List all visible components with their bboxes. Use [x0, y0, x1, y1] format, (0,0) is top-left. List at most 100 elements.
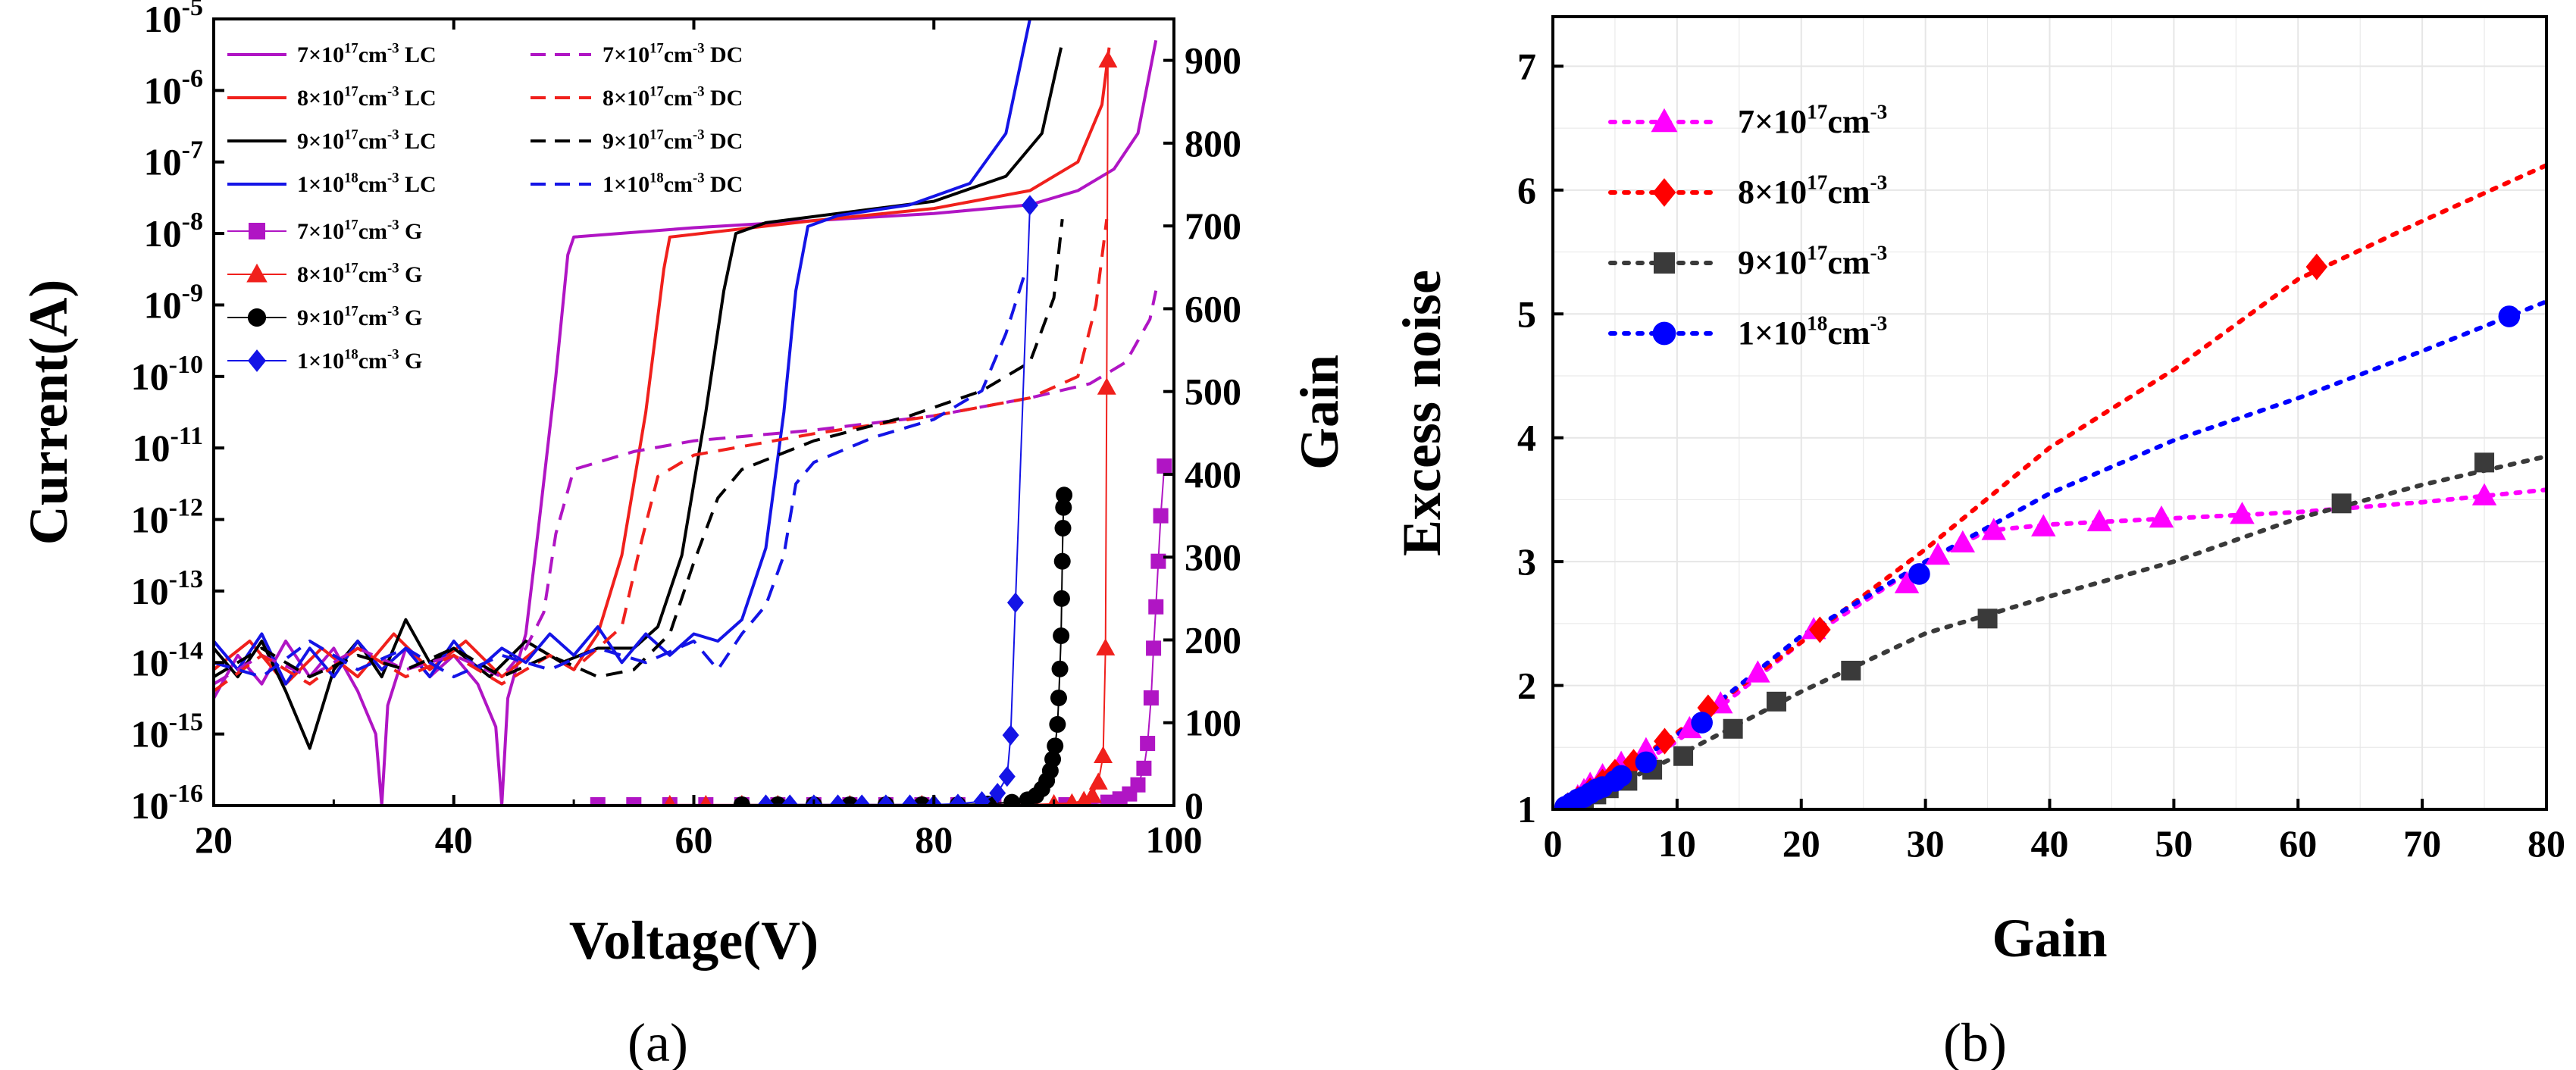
gain-point-G-9e17-8	[1003, 793, 1021, 806]
data-point-1e18-9	[1635, 751, 1657, 774]
y2-tick-label: 900	[1185, 39, 1241, 82]
data-point-7e17-12	[1925, 543, 1951, 565]
legend-label: 8×1017cm-3 G	[297, 260, 422, 287]
data-point-7e17-15	[2031, 514, 2056, 537]
gain-point-G-7e17-20	[1140, 736, 1156, 752]
gain-point-G-8e17-18	[1097, 377, 1116, 395]
legend-label: 8×1017cm-3	[1738, 171, 1887, 211]
y2-tick-label: 300	[1185, 536, 1241, 578]
gain-point-G-7e17-23	[1148, 599, 1164, 615]
gain-point-G-1e18-14	[1021, 195, 1038, 216]
y-tick-label: 10-11	[133, 422, 203, 469]
data-point-8e17-9	[2305, 253, 2328, 280]
x-tick-label: 60	[675, 818, 713, 861]
gain-point-G-9e17-3	[841, 796, 859, 806]
gain-point-G-1e18-11	[998, 766, 1016, 787]
legend-marker	[249, 223, 265, 239]
legend-label: 9×1017cm-3	[1738, 242, 1887, 281]
y-tick-label: 6	[1517, 169, 1536, 211]
legend-label: 1×1018cm-3	[1738, 312, 1887, 352]
series-line-LC-8e17	[214, 47, 1111, 686]
y-tick-label: 3	[1517, 540, 1536, 583]
legend-label: 7×1017cm-3 DC	[603, 40, 743, 67]
data-point-8e17-8	[1809, 616, 1831, 643]
gain-point-G-8e17-1	[700, 794, 712, 806]
y-axis-title: Current(A)	[18, 280, 79, 546]
data-point-1e18-10	[1691, 712, 1713, 734]
legend-label: 7×1017cm-3	[1738, 101, 1887, 140]
series-line-DC-1e18	[214, 276, 1025, 679]
x-tick-label: 30	[1907, 822, 1945, 865]
fit-line-1e18	[1563, 299, 2546, 809]
data-point-7e17-18	[2230, 502, 2255, 524]
fit-line-9e17	[1563, 454, 2546, 809]
data-point-9e17-8	[1766, 691, 1786, 712]
x-tick-label: 20	[195, 818, 233, 861]
fit-line-8e17	[1563, 163, 2546, 809]
data-point-1e18-12	[2498, 305, 2521, 327]
y2-tick-label: 600	[1185, 287, 1241, 330]
x-tick-label: 60	[2279, 822, 2317, 865]
fit-line-7e17	[1563, 487, 2546, 809]
gain-point-G-1e18-6	[901, 794, 919, 806]
legend-marker	[247, 308, 267, 327]
x-tick-label: 0	[1544, 822, 1563, 865]
y-tick-label: 10-10	[131, 351, 203, 398]
y-tick-label: 10-6	[144, 64, 203, 111]
gain-point-G-1e18-0	[757, 794, 775, 806]
gain-point-G-1e18-1	[781, 794, 799, 806]
y2-tick-label: 500	[1185, 371, 1241, 413]
gain-point-G-8e17-12	[1065, 793, 1079, 806]
gain-point-G-9e17-0	[733, 796, 750, 806]
y-tick-label: 10-14	[131, 637, 203, 684]
gain-point-G-7e17-1	[626, 796, 642, 806]
series-line-DC-8e17	[214, 218, 1109, 693]
x-tick-label: 100	[1146, 818, 1203, 861]
gain-point-G-9e17-5	[913, 796, 931, 806]
gain-point-G-9e17-1	[769, 796, 787, 806]
gain-point-G-9e17-17	[1050, 689, 1067, 706]
y-tick-label: 10-12	[131, 494, 203, 541]
data-point-8e17-6	[1654, 727, 1676, 755]
gain-point-G-1e18-12	[1002, 724, 1019, 746]
gain-point-G-8e17-16	[1094, 746, 1113, 763]
gain-point-G-8e17-17	[1096, 638, 1116, 655]
x-tick-label: 70	[2403, 822, 2441, 865]
gain-point-G-7e17-21	[1143, 690, 1159, 706]
legend-label: 9×1017cm-3 G	[297, 303, 422, 330]
gain-point-G-7e17-25	[1153, 508, 1169, 524]
gain-point-G-7e17-13	[1058, 796, 1074, 806]
series-line-LC-7e17	[214, 39, 1158, 806]
y-tick-label: 5	[1517, 293, 1536, 335]
x-tick-label: 80	[915, 818, 953, 861]
gain-point-G-9e17-14	[1044, 750, 1062, 768]
legend-label: 7×1017cm-3 G	[297, 217, 422, 244]
panel-b-legend: 7×1017cm-3 8×1017cm-3 9×1017cm-3 1×1018cm-3	[1608, 101, 1887, 352]
gain-point-G-7e17-22	[1146, 640, 1162, 656]
gain-point-G-7e17-18	[1130, 777, 1146, 793]
legend-label: 9×1017cm-3 LC	[297, 127, 437, 154]
data-point-7e17-19	[2471, 483, 2497, 505]
gain-point-G-7e17-0	[590, 796, 606, 806]
legend-marker	[1652, 321, 1676, 346]
x-axis-title: Gain	[1992, 908, 2107, 968]
x-tick-label: 20	[1783, 822, 1820, 865]
data-point-7e17-17	[2149, 505, 2174, 528]
data-point-7e17-14	[1981, 518, 2007, 540]
y-axis-title: Excess noise	[1391, 270, 1452, 556]
data-point-9e17-12	[2474, 452, 2495, 473]
y-tick-label: 10-13	[131, 565, 203, 612]
data-point-9e17-11	[2331, 493, 2352, 514]
gain-line-G-7e17	[597, 465, 1166, 806]
y-tick-label: 2	[1517, 665, 1536, 707]
legend-marker	[1651, 108, 1678, 133]
x-tick-label: 40	[435, 818, 473, 861]
data-point-9e17-10	[1977, 609, 1998, 629]
legend-label: 1×1018cm-3 DC	[603, 170, 743, 197]
legend-marker	[1652, 178, 1676, 207]
y-tick-label: 10-9	[144, 279, 203, 326]
gain-point-G-7e17-24	[1150, 553, 1166, 569]
gain-point-G-8e17-19	[1098, 50, 1118, 68]
x-tick-label: 80	[2527, 822, 2565, 865]
legend-label: 8×1017cm-3 DC	[603, 83, 743, 111]
